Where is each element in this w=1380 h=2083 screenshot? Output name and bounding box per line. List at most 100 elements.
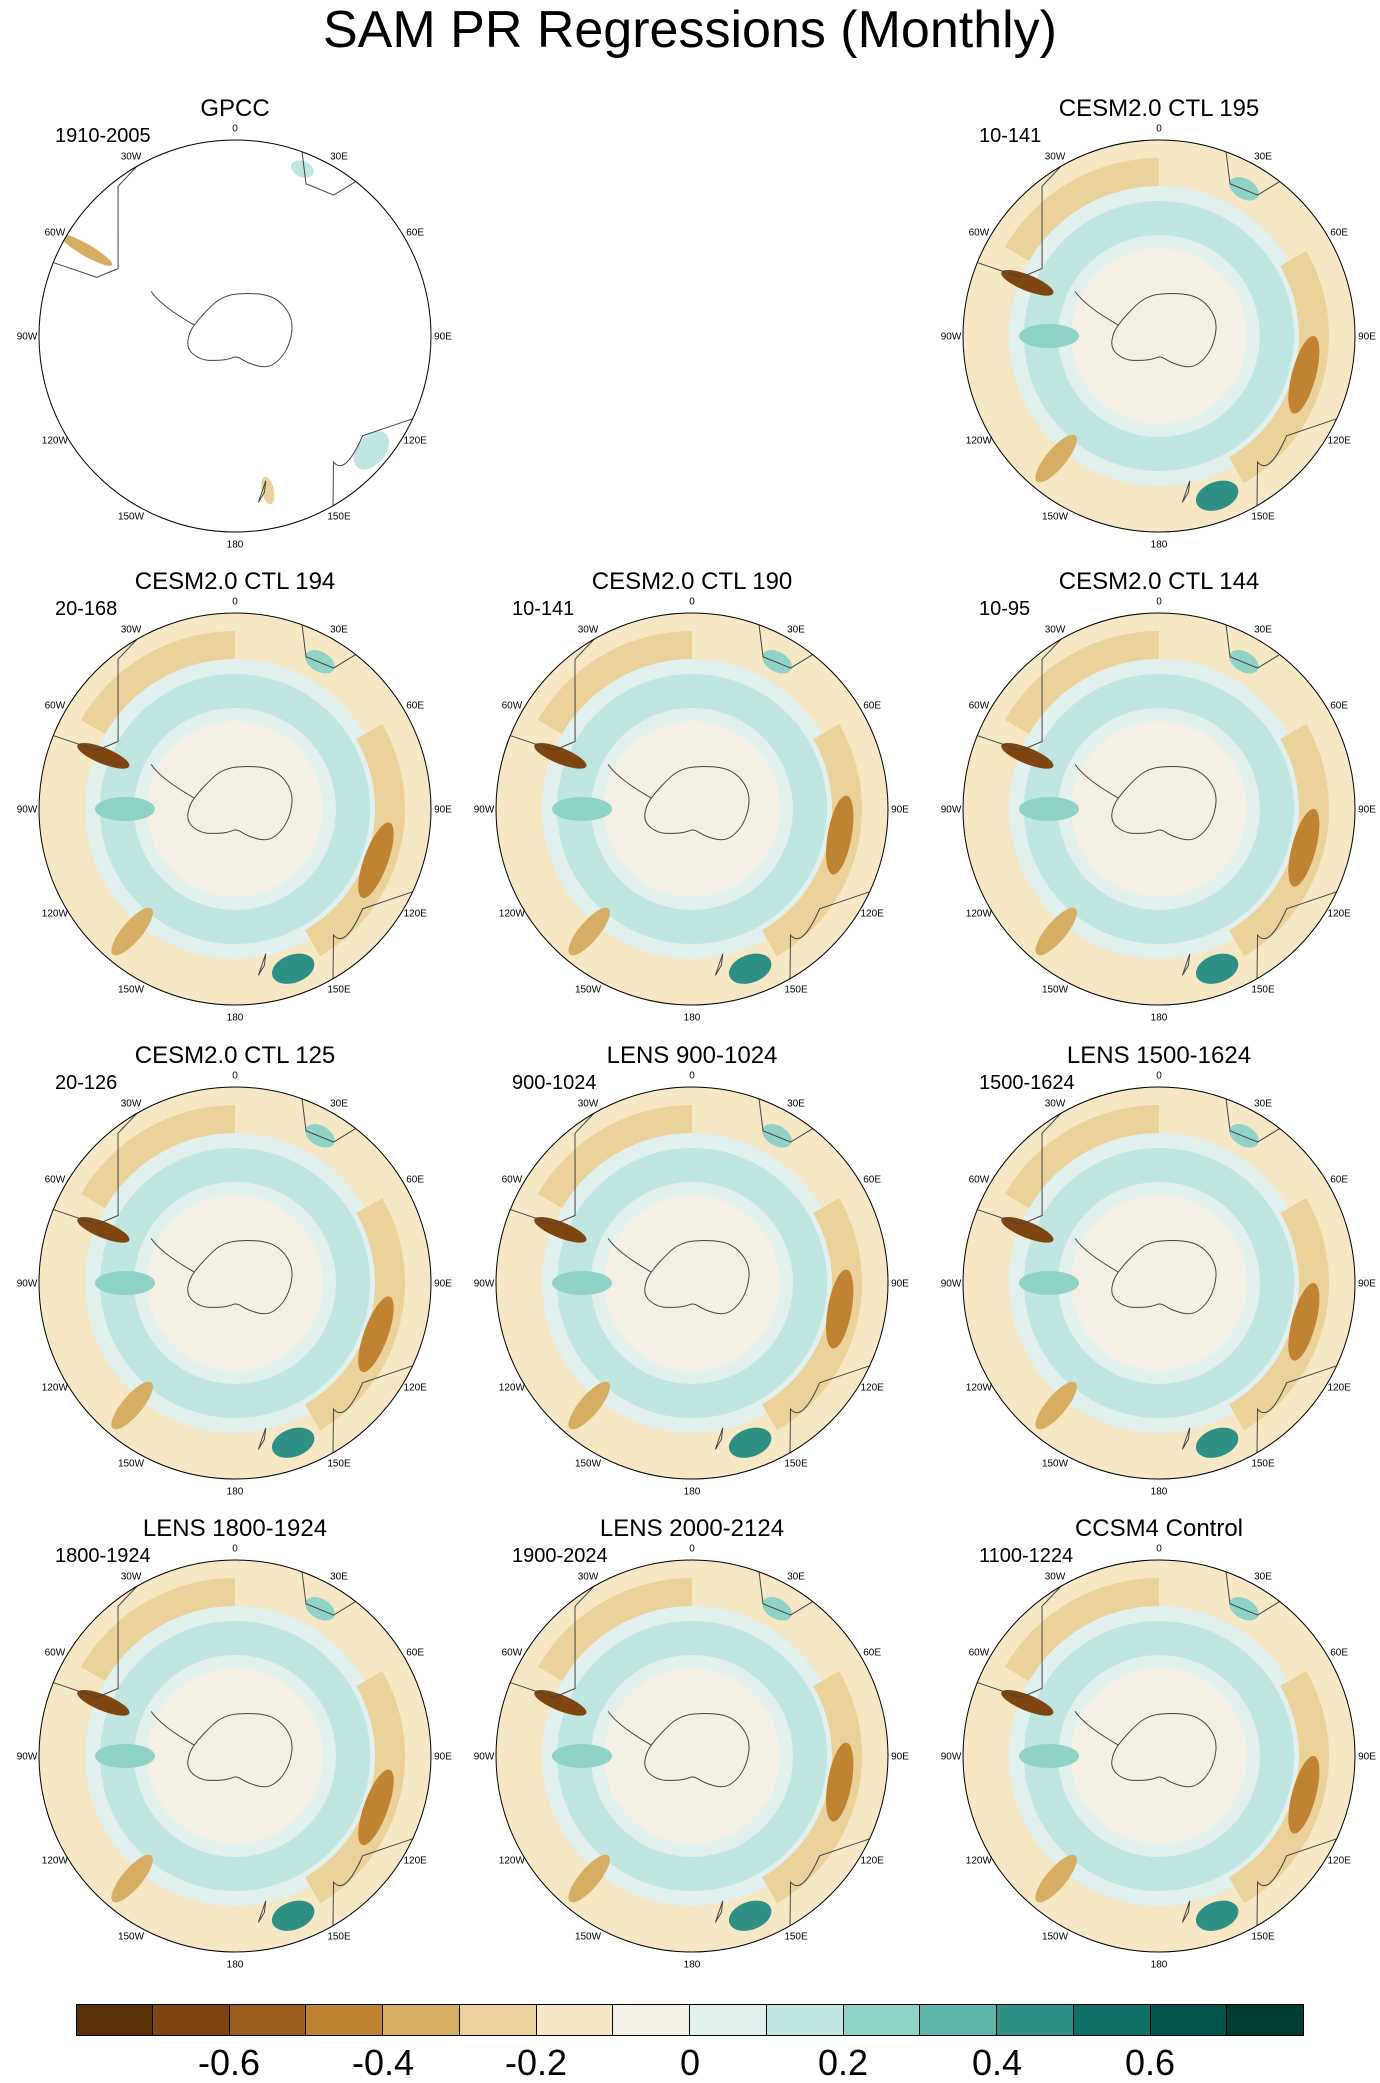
map-panel-ccsm4: CCSM4 Control 0 30E 60E 90E 120E 150E 180 150W 12… (941, 1515, 1377, 1975)
longitude-label-150e: 150E (327, 1932, 351, 1943)
panel-title: LENS 1800-1924 (142, 1515, 328, 1542)
longitude-label-0: 0 (689, 597, 695, 608)
colorbar-swatch (1227, 2004, 1304, 2036)
longitude-label-60e: 60E (1330, 228, 1348, 239)
colorbar-swatch (76, 2004, 153, 2036)
regression-field (39, 1560, 431, 1952)
colorbar-swatch (997, 2004, 1074, 2036)
longitude-label-30e: 30E (787, 1098, 805, 1109)
panel-title: CESM2.0 CTL 144 (1058, 568, 1260, 595)
map-panel-lens2000: LENS 2000-2124 0 30E 60E 90E 120E 150E 180 150W 1… (474, 1515, 910, 1975)
longitude-label-150e: 150E (784, 985, 808, 996)
longitude-label-180: 180 (1151, 1960, 1168, 1971)
coastlines (510, 1098, 870, 1453)
longitude-label-30w: 30W (1045, 1098, 1066, 1109)
longitude-label-60w: 60W (502, 701, 523, 712)
figure-title: SAM PR Regressions (Monthly) (323, 1, 1057, 59)
longitude-label-150w: 150W (575, 1459, 602, 1470)
polar-map: 0 30E 60E 90E 120E 150E 180 150W 120W 90W 60W 30W (941, 1544, 1377, 1971)
coastlines (977, 1571, 1337, 1926)
longitude-label-0: 0 (1156, 1544, 1162, 1555)
polar-map: 0 30E 60E 90E 120E 150E 180 150W 120W 90W 60W 30W (941, 597, 1377, 1024)
longitude-label-90w: 90W (17, 332, 38, 343)
longitude-label-90w: 90W (17, 1752, 38, 1763)
longitude-label-60w: 60W (45, 228, 66, 239)
longitude-label-60e: 60E (863, 1648, 881, 1659)
longitude-label-120e: 120E (860, 909, 884, 920)
panel-years-label: 1900-2024 (510, 1545, 610, 1567)
coastlines (510, 624, 870, 979)
longitude-label-90w: 90W (941, 1279, 962, 1290)
longitude-label-30e: 30E (330, 624, 348, 635)
polar-map: 0 30E 60E 90E 120E 150E 180 150W 120W 90W 60W 30W (17, 597, 453, 1024)
longitude-label-60e: 60E (1330, 701, 1348, 712)
map-panel-ctl194: CESM2.0 CTL 194 0 30E 60E 90E 120E 150E 180 150W… (17, 568, 453, 1028)
longitude-label-90w: 90W (474, 1279, 495, 1290)
longitude-label-150w: 150W (575, 985, 602, 996)
polar-map: 0 30E 60E 90E 120E 150E 180 150W 120W 90W 60W 30W (17, 124, 453, 551)
panel-years-label: 10-141 (977, 125, 1044, 147)
regression-field (39, 613, 431, 1005)
panel-years-label: 1800-1924 (53, 1545, 153, 1567)
longitude-label-120w: 120W (966, 436, 993, 447)
regression-field (963, 613, 1355, 1005)
coastlines (53, 1098, 413, 1453)
longitude-label-60w: 60W (502, 1648, 523, 1659)
longitude-label-120e: 120E (1327, 1383, 1351, 1394)
polar-map: 0 30E 60E 90E 120E 150E 180 150W 120W 90W 60W 30W (474, 1071, 910, 1498)
longitude-label-150w: 150W (1042, 1932, 1069, 1943)
longitude-label-150e: 150E (784, 1459, 808, 1470)
colorbar-swatch (383, 2004, 460, 2036)
longitude-label-120w: 120W (966, 1383, 993, 1394)
longitude-label-0: 0 (232, 124, 238, 135)
longitude-label-180: 180 (227, 540, 244, 551)
colorbar-swatch (690, 2004, 767, 2036)
panel-title: GPCC (200, 95, 270, 122)
longitude-label-150e: 150E (1251, 512, 1275, 523)
longitude-label-150e: 150E (1251, 1932, 1275, 1943)
colorbar-swatch (536, 2004, 614, 2036)
longitude-label-150e: 150E (327, 985, 351, 996)
colorbar-swatch (613, 2004, 690, 2036)
longitude-label-30e: 30E (1254, 1571, 1272, 1582)
colorbar-label-neg-0-4: -0.4 (351, 2042, 415, 2083)
coastlines (53, 624, 413, 979)
panel-title: CESM2.0 CTL 190 (591, 568, 793, 595)
longitude-label-60w: 60W (45, 1175, 66, 1186)
longitude-label-120w: 120W (499, 909, 526, 920)
map-panel-lens1800: LENS 1800-1924 0 30E 60E 90E 120E 150E 180 150W 1… (17, 1515, 453, 1975)
longitude-label-30w: 30W (121, 624, 142, 635)
longitude-label-0: 0 (232, 1544, 238, 1555)
longitude-label-120w: 120W (499, 1383, 526, 1394)
coastlines (53, 151, 413, 506)
longitude-label-0: 0 (689, 1071, 695, 1082)
longitude-label-30e: 30E (1254, 1098, 1272, 1109)
longitude-label-30w: 30W (121, 1098, 142, 1109)
longitude-label-120e: 120E (403, 436, 427, 447)
longitude-label-30e: 30E (330, 1571, 348, 1582)
longitude-label-120w: 120W (42, 1856, 69, 1867)
regression-field (39, 140, 431, 532)
longitude-label-150w: 150W (118, 1932, 145, 1943)
longitude-label-60w: 60W (969, 701, 990, 712)
colorbar-label-pos-0-2: 0.2 (817, 2042, 869, 2083)
longitude-label-0: 0 (1156, 124, 1162, 135)
coastlines (53, 1571, 413, 1926)
longitude-label-180: 180 (1151, 1487, 1168, 1498)
longitude-label-30w: 30W (121, 151, 142, 162)
panel-title: CESM2.0 CTL 194 (134, 568, 336, 595)
map-panel-ctl195: CESM2.0 CTL 195 0 30E 60E 90E 120E 150E 180 150W… (941, 95, 1377, 555)
longitude-label-30w: 30W (578, 624, 599, 635)
longitude-label-150e: 150E (784, 1932, 808, 1943)
colorbar-swatch (459, 2004, 537, 2036)
longitude-label-120w: 120W (42, 1383, 69, 1394)
longitude-label-120e: 120E (860, 1856, 884, 1867)
panel-years-label: 20-168 (53, 598, 120, 620)
colorbar-swatch (1073, 2004, 1151, 2036)
longitude-label-120e: 120E (403, 1383, 427, 1394)
longitude-label-150w: 150W (1042, 512, 1069, 523)
polar-map: 0 30E 60E 90E 120E 150E 180 150W 120W 90W 60W 30W (941, 124, 1377, 551)
longitude-label-30w: 30W (1045, 151, 1066, 162)
longitude-label-120w: 120W (966, 909, 993, 920)
longitude-label-150e: 150E (1251, 985, 1275, 996)
